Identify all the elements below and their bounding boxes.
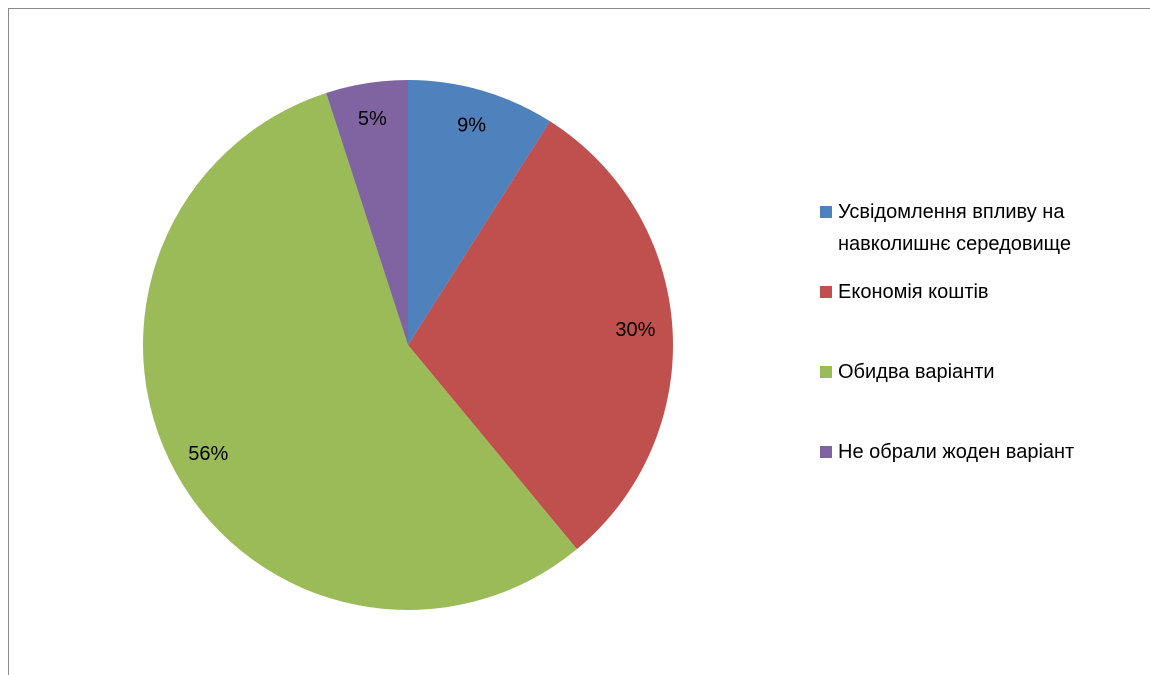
legend-swatch — [820, 206, 832, 218]
data-label: 56% — [188, 443, 228, 465]
legend-label: Не обрали жоден варіант — [838, 441, 1075, 463]
legend-swatch — [820, 446, 832, 458]
legend-label: Економія коштів — [838, 281, 989, 303]
data-label: 5% — [358, 108, 387, 130]
legend-item: Обидва варіанти — [820, 356, 1145, 388]
legend-label: Обидва варіанти — [838, 361, 995, 383]
legend-item: Не обрали жоден варіант — [820, 436, 1145, 468]
pie-slice — [408, 80, 550, 345]
chart-frame — [8, 8, 1150, 675]
data-label: 30% — [615, 319, 655, 341]
data-label: 9% — [457, 114, 486, 136]
legend-swatch — [820, 286, 832, 298]
legend-swatch — [820, 366, 832, 378]
pie-slice — [326, 80, 408, 345]
pie-slice — [143, 92, 577, 610]
legend-item: Усвідомлення впливу на навколишнє середо… — [820, 196, 1145, 260]
legend-item: Економія коштів — [820, 276, 1145, 308]
legend-label: Усвідомлення впливу на навколишнє середо… — [838, 201, 1072, 255]
pie-slice — [408, 121, 673, 550]
